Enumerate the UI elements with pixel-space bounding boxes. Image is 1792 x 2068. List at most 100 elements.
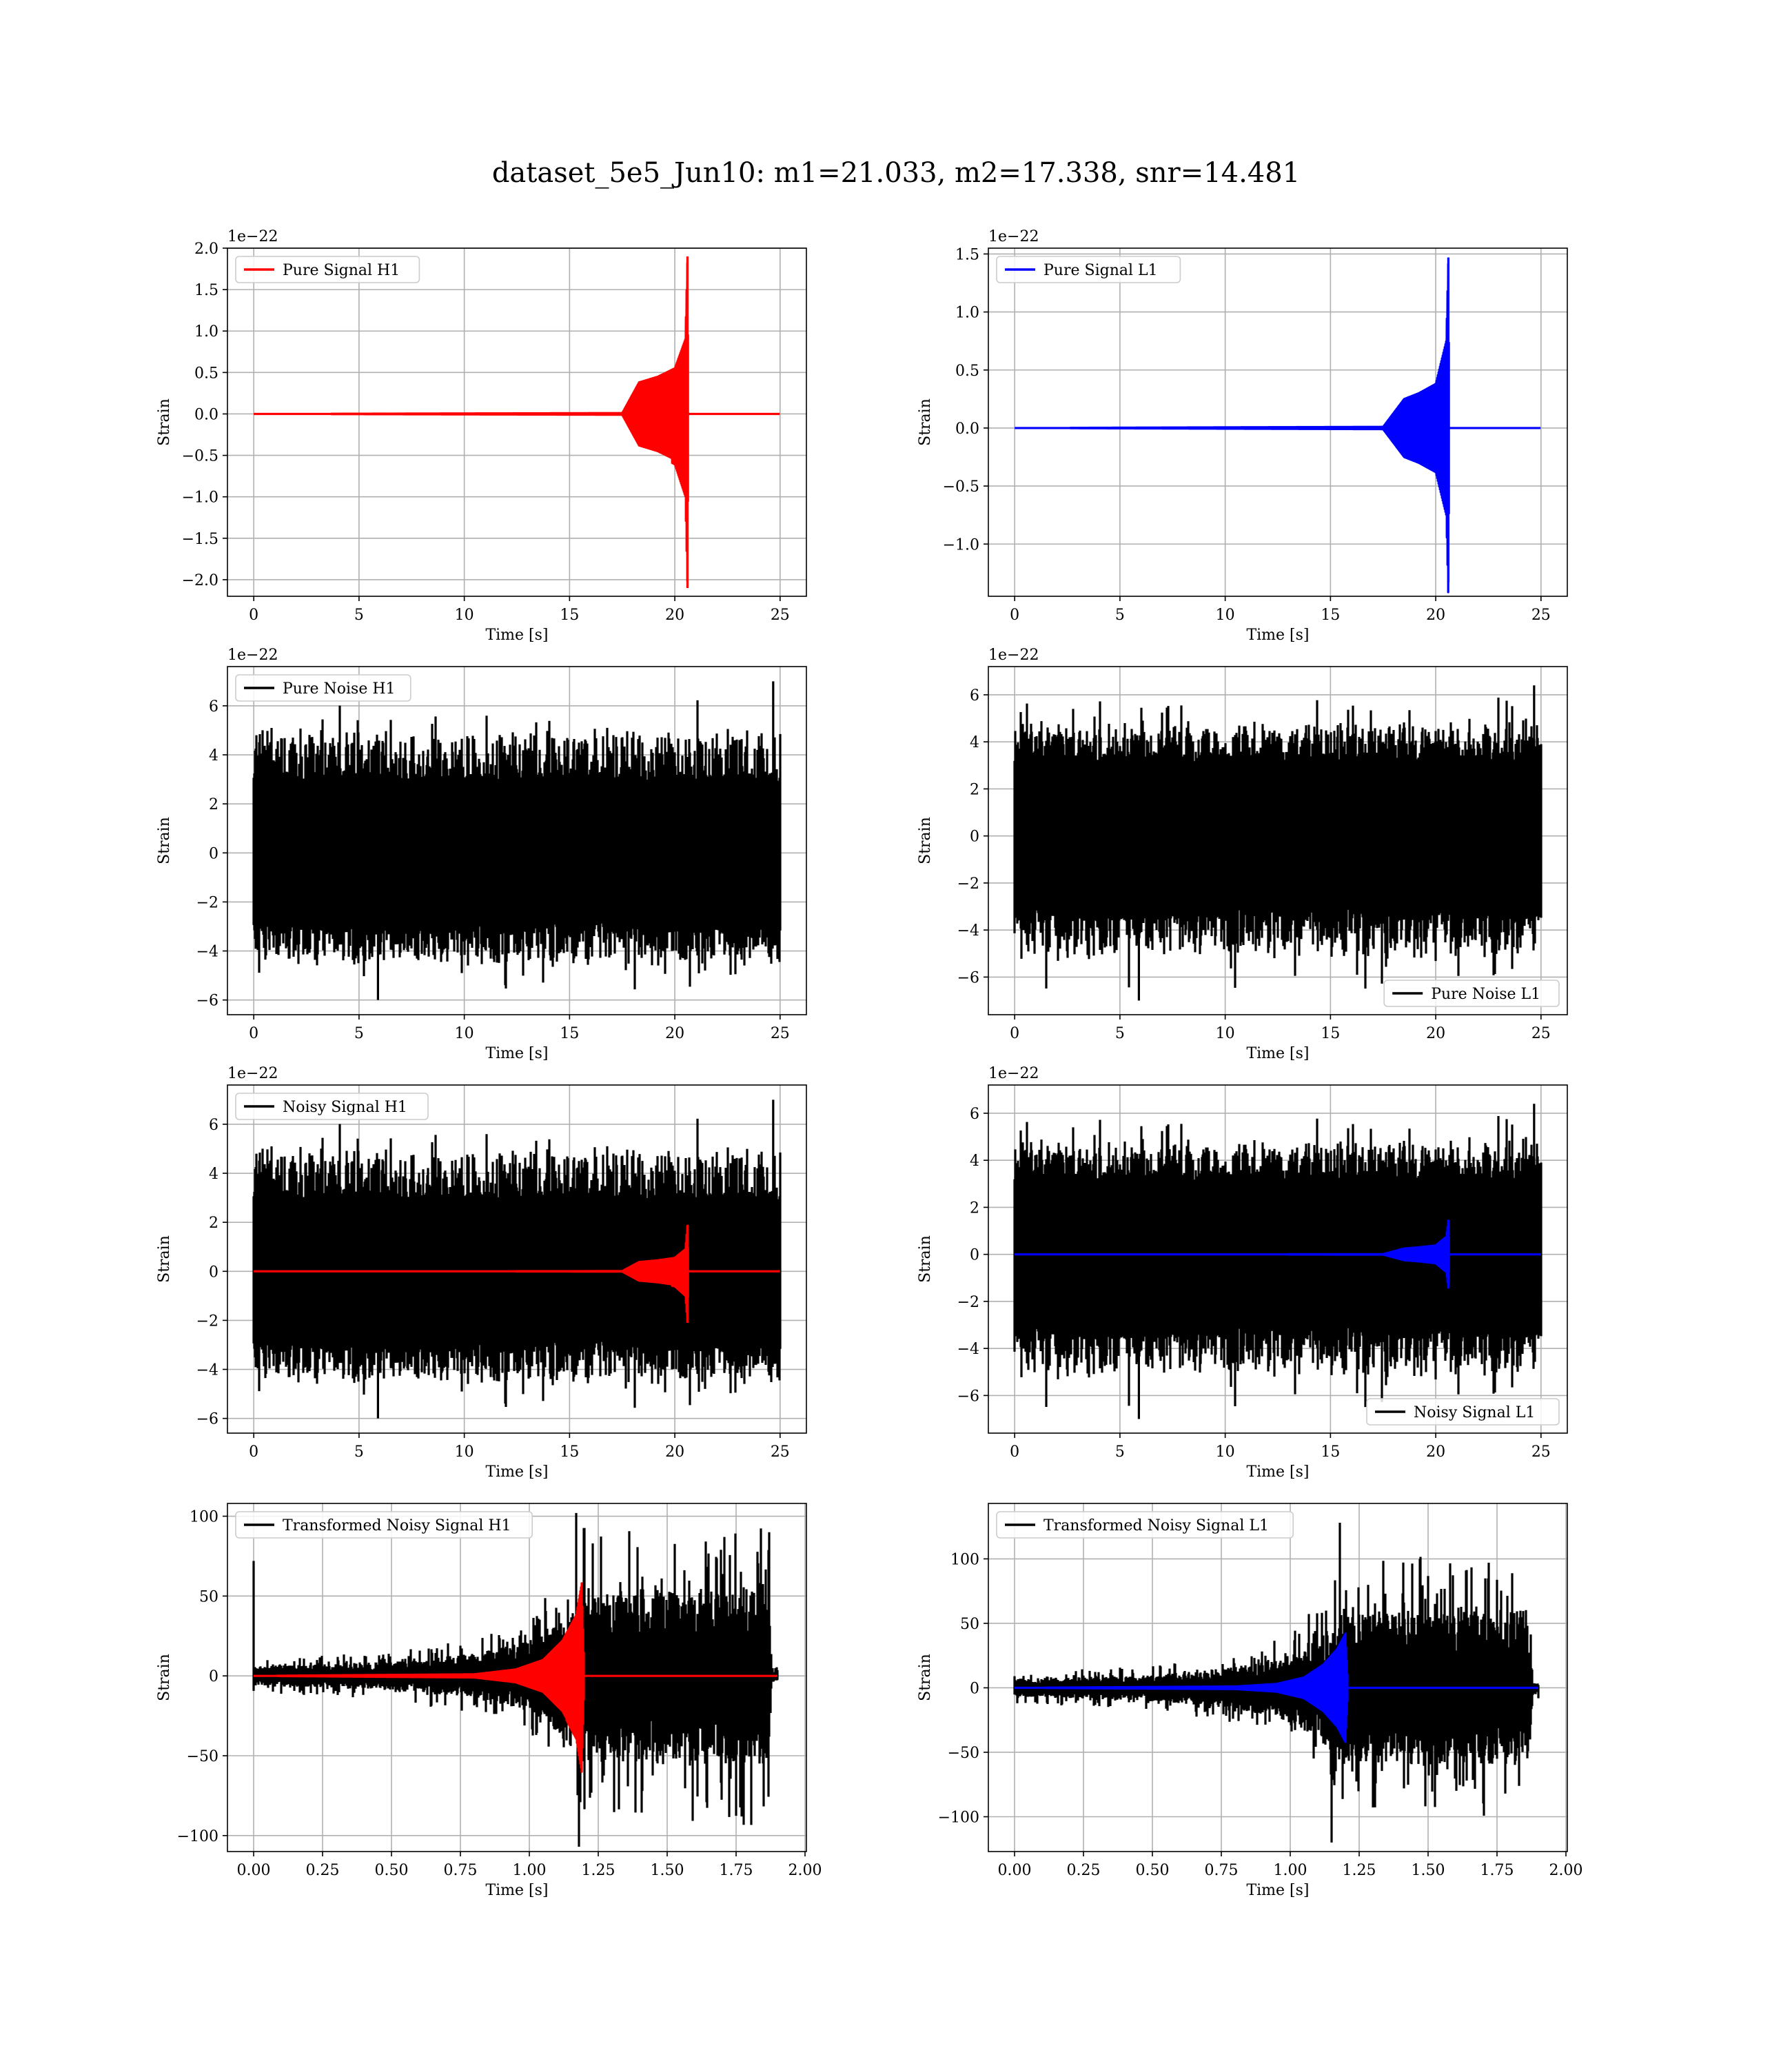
offset-text: 1e−22 (227, 647, 278, 664)
series-group (252, 1512, 779, 1847)
x-tick-label: 20 (665, 607, 684, 624)
x-tick-label: 0.50 (375, 1862, 409, 1879)
y-tick-label: 2 (970, 1199, 979, 1217)
x-tick-label: 15 (560, 1443, 579, 1461)
legend-box (235, 256, 420, 283)
y-axis-label: Strain (917, 398, 934, 446)
legend: Noisy Signal H1 (235, 1093, 429, 1120)
y-tick-label: −1.0 (182, 489, 218, 507)
x-tick-label: 5 (354, 1025, 364, 1042)
x-tick-label: 20 (665, 1025, 684, 1042)
x-axis-label: Time [s] (485, 1882, 548, 1899)
y-tick-label: −2.0 (182, 572, 218, 589)
y-tick-label: 1.5 (955, 246, 979, 263)
y-tick-label: −6 (196, 1411, 218, 1428)
x-tick-label: 5 (1115, 607, 1125, 624)
x-tick-label: 20 (665, 1443, 684, 1461)
y-tick-label: −1.0 (943, 536, 979, 554)
x-tick-label: 25 (1531, 607, 1551, 624)
axes-frame (988, 666, 1568, 1015)
y-tick-label: −100 (177, 1828, 218, 1845)
legend: Pure Noise L1 (1383, 980, 1560, 1007)
legend: Pure Signal L1 (996, 256, 1181, 283)
legend: Pure Noise H1 (235, 674, 411, 702)
y-tick-label: −6 (957, 969, 979, 986)
y-tick-label: −4 (196, 944, 218, 961)
legend-box (1383, 980, 1560, 1007)
series-line-noisy-signal-h1-signal (253, 1224, 780, 1323)
y-tick-label: 0.5 (194, 365, 218, 382)
series-group (1013, 1523, 1540, 1843)
legend-label: Transformed Noisy Signal H1 (283, 1517, 511, 1534)
y-axis-label: Strain (917, 817, 934, 864)
axes-frame (227, 1503, 807, 1852)
x-tick-label: 25 (771, 607, 790, 624)
chart-pure-noise-l1: 0 5 10 15 20 25 −6 −4 −2 0 2 4 6 Time [s] Strain 1e−22 P… (917, 647, 1568, 1062)
axes-frame (227, 1084, 807, 1434)
y-tick-label: 100 (950, 1551, 979, 1568)
x-tick-label: 10 (1216, 607, 1235, 624)
series-line-noisy-signal-h1 (252, 1099, 782, 1419)
x-tick-label: 0.75 (1205, 1862, 1239, 1879)
y-tick-label: 0.0 (955, 420, 979, 438)
y-tick-label: 0.5 (955, 363, 979, 380)
y-tick-label: 2 (209, 796, 218, 813)
y-tick-label: −1.5 (182, 531, 218, 548)
x-tick-label: 0.75 (444, 1862, 478, 1879)
legend-label: Transformed Noisy Signal L1 (1043, 1517, 1269, 1534)
y-tick-label: 4 (970, 1153, 979, 1170)
figure-title: dataset_5e5_Jun10: m1=21.033, m2=17.338,… (491, 157, 1301, 189)
y-tick-label: 1.0 (955, 305, 979, 322)
chart-noisy-signal-l1: 0 5 10 15 20 25 −6 −4 −2 0 2 4 6 Time [s] Strain 1e−22 N… (917, 1065, 1568, 1481)
legend-label: Pure Noise H1 (283, 680, 396, 698)
series-group (252, 1099, 782, 1419)
axes-frame (988, 1503, 1568, 1852)
y-tick-label: 0 (970, 1680, 979, 1697)
offset-text: 1e−22 (988, 647, 1039, 664)
y-tick-label: 2.0 (194, 241, 218, 258)
y-tick-label: 50 (199, 1588, 218, 1605)
x-tick-label: 15 (1321, 607, 1340, 624)
legend-box (996, 256, 1181, 283)
y-tick-label: 50 (960, 1616, 979, 1633)
y-tick-label: −4 (196, 1362, 218, 1379)
chart-transformed-noisy-signal-h1: 0.00 0.25 0.50 0.75 1.00 1.25 1.50 1.75 2.00 −100… (156, 1503, 822, 1899)
series-group (1013, 685, 1542, 1001)
x-tick-label: 10 (455, 1025, 474, 1042)
x-tick-label: 0.00 (998, 1862, 1032, 1879)
x-tick-label: 25 (1531, 1443, 1551, 1461)
legend-label: Pure Signal H1 (283, 262, 400, 279)
y-tick-label: 6 (970, 687, 979, 704)
x-tick-label: 20 (1426, 1443, 1445, 1461)
x-axis-label: Time [s] (485, 1045, 548, 1062)
y-axis-label: Strain (917, 1235, 934, 1283)
y-axis-label: Strain (156, 1654, 173, 1701)
x-axis-label: Time [s] (1246, 627, 1309, 644)
x-tick-label: 0 (1010, 1443, 1019, 1461)
legend-box (235, 1511, 533, 1539)
x-tick-label: 15 (560, 607, 579, 624)
x-tick-label: 15 (560, 1025, 579, 1042)
series-line-noisy-signal-l1 (1013, 1104, 1542, 1419)
legend: Transformed Noisy Signal H1 (235, 1511, 533, 1539)
x-axis-label: Time [s] (485, 627, 548, 644)
legend-label: Pure Noise L1 (1431, 986, 1540, 1003)
axes-frame (988, 247, 1568, 597)
legend-box (1366, 1398, 1560, 1426)
x-tick-label: 10 (455, 607, 474, 624)
y-tick-label: 0 (209, 845, 218, 862)
x-tick-label: 0.00 (237, 1862, 271, 1879)
legend: Pure Signal H1 (235, 256, 420, 283)
x-tick-label: 1.50 (1412, 1862, 1445, 1879)
x-tick-label: 0 (249, 1025, 258, 1042)
y-tick-label: −4 (957, 922, 979, 940)
legend-label: Noisy Signal L1 (1414, 1404, 1535, 1421)
x-tick-label: 0.50 (1136, 1862, 1170, 1879)
x-tick-label: 5 (1115, 1443, 1125, 1461)
y-axis-label: Strain (917, 1654, 934, 1701)
y-tick-label: 0 (970, 829, 979, 846)
x-tick-label: 25 (1531, 1025, 1551, 1042)
chart-noisy-signal-h1: 0 5 10 15 20 25 −6 −4 −2 0 2 4 6 Time [s] Strain 1e−22 N… (156, 1065, 807, 1481)
x-tick-label: 15 (1321, 1025, 1340, 1042)
